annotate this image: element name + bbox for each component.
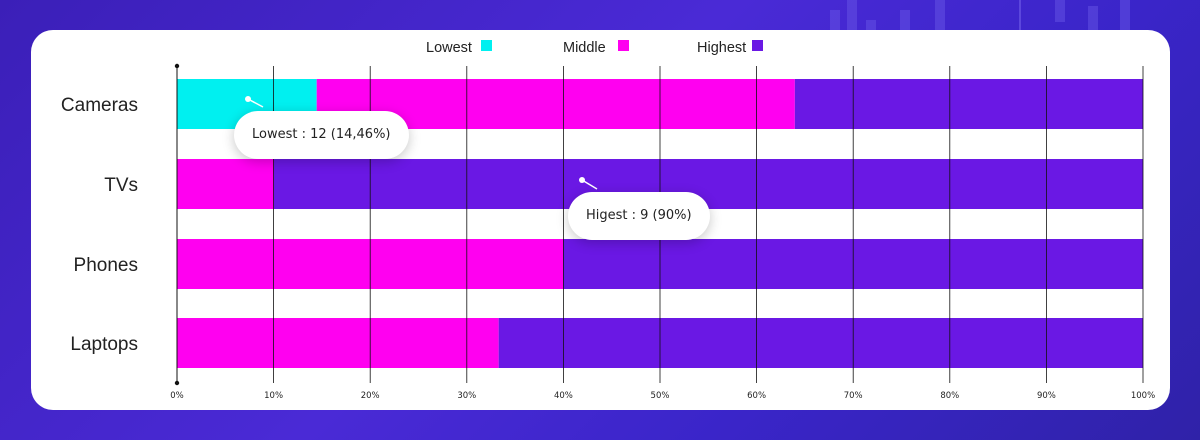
- tooltip-lowest-cameras: Lowest : 12 (14,46%): [234, 111, 409, 159]
- legend-label-highest: Highest: [697, 40, 746, 56]
- axis-end-dot-bottom: [174, 380, 180, 386]
- x-tick-label-10-: 10%: [264, 391, 283, 401]
- legend-label-middle: Middle: [563, 40, 606, 56]
- category-label-tvs: TVs: [104, 175, 138, 196]
- category-label-phones: Phones: [74, 255, 138, 276]
- bar-cameras-highest: [794, 79, 1143, 129]
- bar-laptops-highest: [498, 318, 1144, 368]
- annotation-pointer-dot-1: [579, 177, 585, 183]
- x-tick-label-60-: 60%: [747, 391, 766, 401]
- x-tick-label-30-: 30%: [457, 391, 476, 401]
- legend-swatch-middle: [618, 40, 629, 51]
- x-tick-label-90-: 90%: [1037, 391, 1056, 401]
- x-tick-label-100-: 100%: [1131, 391, 1155, 401]
- category-label-cameras: Cameras: [61, 95, 138, 116]
- annotation-pointer-dot-0: [245, 96, 251, 102]
- bar-tvs-highest: [273, 159, 1144, 209]
- bar-laptops-middle: [177, 318, 499, 368]
- x-tick-label-70-: 70%: [844, 391, 863, 401]
- legend-swatch-lowest: [481, 40, 492, 51]
- stacked-bar-chart: Cameras TVs Phones Laptops 0% 10% 20% 30% 40% 50%…: [61, 40, 1155, 401]
- bar-tvs-middle: [177, 159, 274, 209]
- x-tick-label-80-: 80%: [940, 391, 959, 401]
- legend-swatch-highest: [752, 40, 763, 51]
- x-tick-label-20-: 20%: [361, 391, 380, 401]
- chart-card: Cameras TVs Phones Laptops 0% 10% 20% 30% 40% 50%…: [31, 30, 1170, 410]
- category-label-laptops: Laptops: [70, 334, 138, 355]
- x-tick-label-40-: 40%: [554, 391, 573, 401]
- x-tick-label-0-: 0%: [170, 391, 184, 401]
- tooltip-highest-tvs: Higest : 9 (90%): [568, 192, 710, 240]
- x-tick-label-50-: 50%: [651, 391, 670, 401]
- axis-end-dot-top: [174, 63, 180, 69]
- legend-label-lowest: Lowest: [426, 40, 472, 56]
